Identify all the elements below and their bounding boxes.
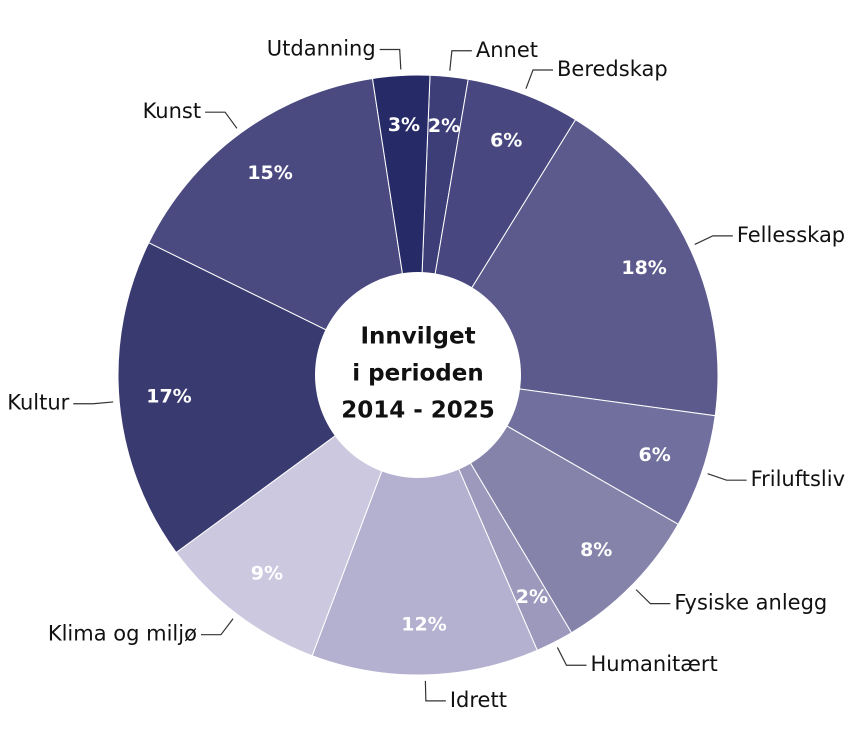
value-label: 17% [146, 386, 191, 408]
leader-line [635, 589, 671, 605]
leader-line [556, 647, 587, 666]
category-label: Beredskap [557, 57, 668, 81]
leader-line [73, 401, 114, 405]
leader-line [200, 618, 234, 636]
value-label: 15% [247, 162, 292, 184]
donut-hole [315, 272, 521, 478]
value-label: 2% [428, 115, 460, 137]
category-label: Annet [476, 38, 538, 62]
slice [117, 242, 419, 554]
category-label: Kunst [143, 99, 202, 123]
leader-line [525, 69, 554, 89]
slice [311, 373, 538, 676]
category-label: Fysiske anlegg [674, 591, 827, 615]
leader-line [379, 48, 402, 70]
leader-line [205, 111, 238, 129]
category-label: Utdanning [267, 37, 376, 61]
category-label: Klima og miljø [48, 622, 197, 646]
value-label: 12% [401, 613, 446, 635]
category-label: Humanitært [590, 652, 717, 676]
value-label: 6% [490, 130, 522, 152]
category-label: Friluftsliv [751, 467, 845, 491]
value-label: 9% [251, 563, 283, 585]
leader-line [707, 473, 747, 481]
value-label: 3% [388, 114, 420, 136]
leader-line [449, 50, 472, 71]
center-label: Innvilget [360, 324, 475, 350]
leader-line [694, 235, 733, 245]
value-label: 18% [621, 257, 666, 279]
category-label: Fellesskap [737, 223, 845, 247]
center-label: 2014 - 2025 [341, 398, 495, 424]
category-label: Kultur [7, 391, 69, 415]
value-label: 8% [580, 539, 612, 561]
center-label: i perioden [352, 361, 483, 387]
category-label: Idrett [450, 688, 507, 712]
leader-line [424, 680, 446, 702]
value-label: 6% [638, 444, 670, 466]
value-label: 2% [516, 586, 548, 608]
